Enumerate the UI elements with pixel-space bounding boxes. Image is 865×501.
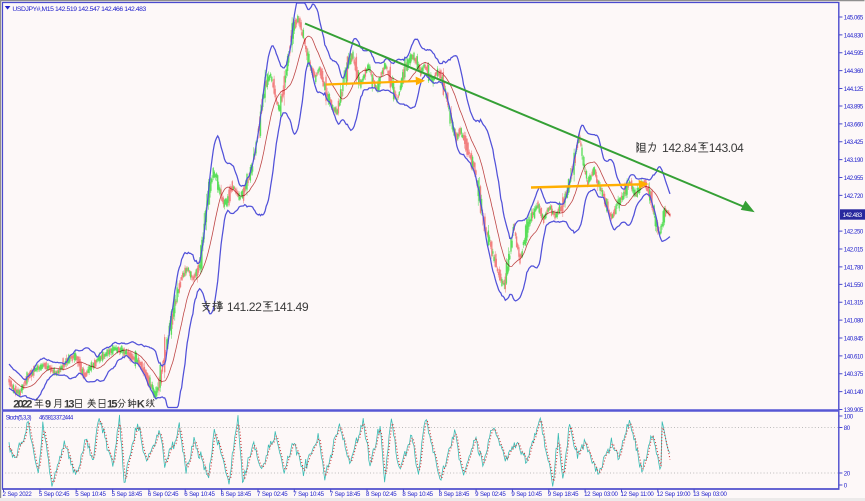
svg-text:142.955: 142.955 <box>844 175 864 182</box>
svg-text:USDJPY#,M15 142.519 142.547 1: USDJPY#,M15 142.519 142.547 142.466 142.… <box>12 6 146 13</box>
svg-text:8 Sep 02:45: 8 Sep 02:45 <box>366 491 397 498</box>
svg-text:141.550: 141.550 <box>844 282 864 289</box>
svg-text:5 Sep 02:45: 5 Sep 02:45 <box>39 491 70 498</box>
svg-text:100: 100 <box>844 413 854 420</box>
svg-text:2022: 2022 <box>13 398 32 410</box>
svg-text:140.845: 140.845 <box>844 335 864 342</box>
svg-text:144.125: 144.125 <box>844 86 864 93</box>
svg-text:7 Sep 18:45: 7 Sep 18:45 <box>330 491 361 498</box>
svg-text:20: 20 <box>844 470 851 477</box>
svg-text:6 Sep 10:45: 6 Sep 10:45 <box>184 491 215 498</box>
svg-text:142.250: 142.250 <box>844 229 864 236</box>
svg-text:142.015: 142.015 <box>844 246 864 253</box>
svg-text:140.610: 140.610 <box>844 353 864 360</box>
svg-text:144.595: 144.595 <box>844 50 864 57</box>
svg-text:12 Sep 19:00: 12 Sep 19:00 <box>657 491 691 498</box>
svg-text:9 Sep 18:45: 9 Sep 18:45 <box>548 491 579 498</box>
svg-text:8 Sep 10:45: 8 Sep 10:45 <box>402 491 433 498</box>
svg-text:12 Sep 03:00: 12 Sep 03:00 <box>584 491 618 498</box>
svg-text:46.5813: 46.5813 <box>39 416 57 422</box>
svg-text:0: 0 <box>844 482 848 489</box>
svg-text:12 Sep 11:00: 12 Sep 11:00 <box>621 491 655 498</box>
svg-text:80: 80 <box>844 425 851 432</box>
svg-text:13 Sep 03:00: 13 Sep 03:00 <box>693 491 727 498</box>
svg-text:5 Sep 18:45: 5 Sep 18:45 <box>112 491 143 498</box>
svg-text:140.375: 140.375 <box>844 371 864 378</box>
svg-text:9: 9 <box>45 398 51 410</box>
svg-text:142.483: 142.483 <box>843 212 863 219</box>
svg-text:144.830: 144.830 <box>844 32 864 39</box>
svg-text:141.49: 141.49 <box>274 300 309 314</box>
svg-text:141.315: 141.315 <box>844 300 864 307</box>
svg-text:140.140: 140.140 <box>844 389 864 396</box>
svg-text:141.080: 141.080 <box>844 318 864 325</box>
svg-text:7 Sep 02:45: 7 Sep 02:45 <box>257 491 288 498</box>
svg-text:143.425: 143.425 <box>844 139 864 146</box>
svg-text:5 Sep 10:45: 5 Sep 10:45 <box>75 491 106 498</box>
svg-text:141.780: 141.780 <box>844 264 864 271</box>
svg-text:142.720: 142.720 <box>844 193 864 200</box>
svg-text:2 Sep 2022: 2 Sep 2022 <box>3 491 33 498</box>
svg-text:141.22: 141.22 <box>227 300 262 314</box>
svg-text:143.660: 143.660 <box>844 121 864 128</box>
svg-text:8 Sep 18:45: 8 Sep 18:45 <box>439 491 470 498</box>
svg-text:139.905: 139.905 <box>844 407 864 414</box>
svg-text:37.2444: 37.2444 <box>56 416 74 422</box>
svg-text:7 Sep 10:45: 7 Sep 10:45 <box>293 491 324 498</box>
svg-text:143.04: 143.04 <box>709 141 744 155</box>
svg-text:Stoch(5,3,3): Stoch(5,3,3) <box>6 416 32 422</box>
svg-text:9 Sep 10:45: 9 Sep 10:45 <box>511 491 542 498</box>
svg-text:9 Sep 02:45: 9 Sep 02:45 <box>475 491 506 498</box>
svg-text:6 Sep 02:45: 6 Sep 02:45 <box>148 491 179 498</box>
svg-text:145.065: 145.065 <box>844 14 864 21</box>
svg-text:142.84: 142.84 <box>662 141 697 155</box>
svg-text:144.360: 144.360 <box>844 68 864 75</box>
svg-text:143.895: 143.895 <box>844 103 864 110</box>
svg-text:K: K <box>137 398 145 410</box>
svg-text:6 Sep 18:45: 6 Sep 18:45 <box>221 491 252 498</box>
svg-text:143.190: 143.190 <box>844 157 864 164</box>
